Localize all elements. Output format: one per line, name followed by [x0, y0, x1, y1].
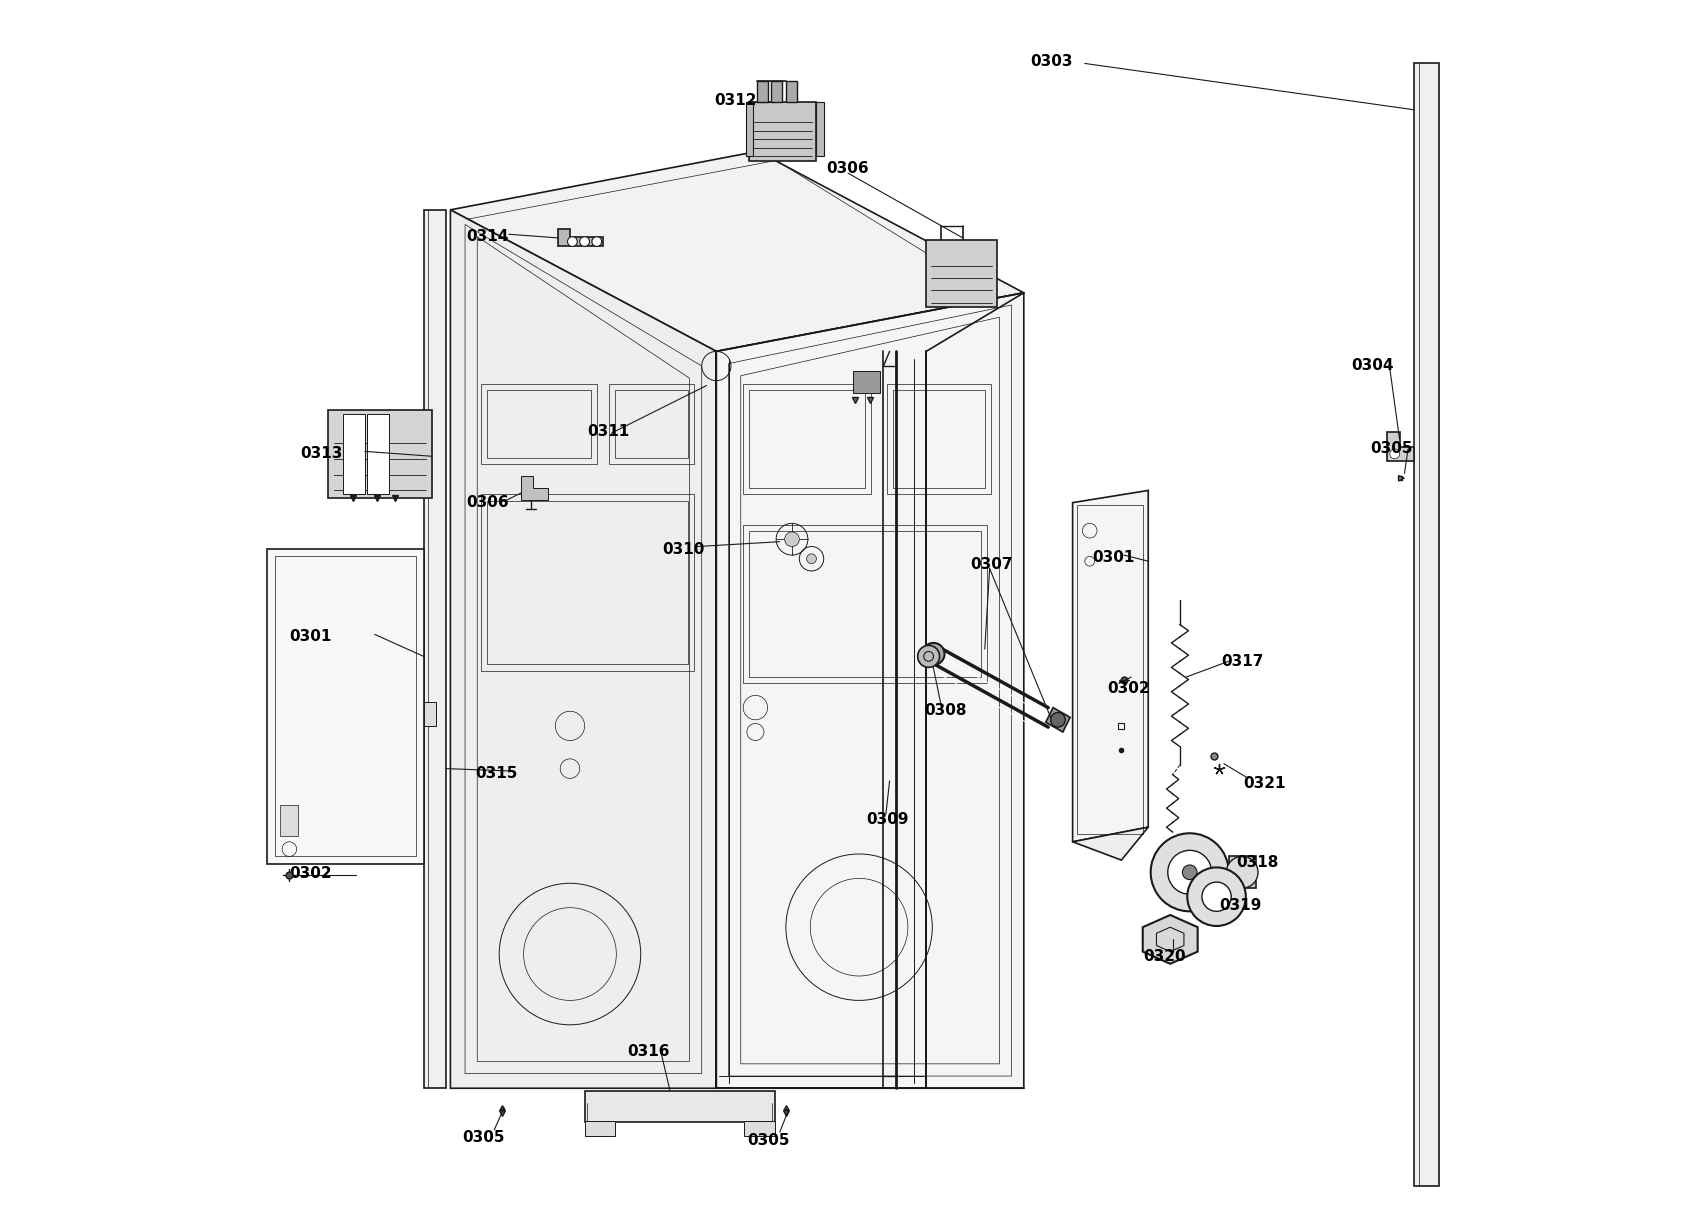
Bar [423, 702, 435, 726]
Bar [786, 81, 796, 102]
Text: 0305: 0305 [747, 1133, 789, 1148]
Circle shape [1187, 867, 1245, 926]
Bar [486, 390, 590, 458]
Bar [887, 384, 991, 494]
Bar [748, 102, 817, 161]
Circle shape [1226, 856, 1257, 888]
Circle shape [806, 554, 817, 564]
Polygon shape [1072, 490, 1147, 842]
Circle shape [922, 643, 945, 665]
Circle shape [1149, 833, 1228, 911]
Circle shape [580, 237, 590, 246]
Bar [743, 525, 987, 683]
Bar [616, 390, 687, 458]
Circle shape [784, 532, 800, 547]
Bar [585, 1121, 616, 1136]
Bar [748, 531, 980, 677]
Bar [367, 414, 389, 494]
Text: 0309: 0309 [866, 813, 909, 827]
Polygon shape [716, 293, 1023, 1088]
Bar [852, 371, 880, 393]
Circle shape [1168, 850, 1211, 894]
Text: 0302: 0302 [290, 866, 332, 881]
Polygon shape [1142, 915, 1197, 964]
Bar [343, 414, 365, 494]
Circle shape [1202, 882, 1231, 911]
Bar [748, 390, 864, 488]
Circle shape [568, 237, 576, 246]
Text: 0301: 0301 [1091, 550, 1134, 565]
Bar [481, 494, 694, 671]
Text: 0301: 0301 [290, 630, 331, 644]
Text: 0314: 0314 [465, 229, 508, 244]
Text: 0302: 0302 [1107, 681, 1149, 695]
Bar [743, 384, 871, 494]
Text: 0305: 0305 [1369, 442, 1412, 456]
Text: 0311: 0311 [587, 425, 629, 439]
Text: 0305: 0305 [462, 1130, 505, 1144]
Polygon shape [268, 549, 423, 864]
Text: 0312: 0312 [713, 93, 755, 107]
Bar [1413, 63, 1437, 1186]
Bar [771, 81, 783, 102]
Bar [486, 501, 687, 664]
Circle shape [1182, 865, 1197, 880]
Text: 0306: 0306 [465, 495, 508, 510]
Polygon shape [1072, 827, 1147, 860]
Text: 0318: 0318 [1236, 855, 1277, 870]
Bar [327, 410, 431, 498]
Bar [423, 210, 445, 1088]
Circle shape [1050, 712, 1064, 727]
Polygon shape [1045, 708, 1069, 732]
Text: 0303: 0303 [1030, 54, 1072, 68]
Text: 0317: 0317 [1221, 654, 1263, 669]
Text: 0313: 0313 [300, 447, 343, 461]
Bar [481, 384, 597, 464]
Bar [609, 384, 694, 464]
Bar [1078, 505, 1142, 834]
Polygon shape [450, 151, 1023, 351]
Text: 0321: 0321 [1243, 776, 1286, 791]
Bar [275, 556, 416, 856]
Polygon shape [1386, 432, 1413, 461]
Bar [757, 81, 767, 102]
Text: 0315: 0315 [474, 766, 517, 781]
Text: 0307: 0307 [970, 558, 1013, 572]
Text: 0304: 0304 [1350, 359, 1393, 373]
Text: 0306: 0306 [825, 161, 868, 176]
Bar [743, 1121, 774, 1136]
Polygon shape [450, 210, 716, 1088]
Text: 0308: 0308 [922, 703, 965, 717]
Text: 0320: 0320 [1142, 949, 1185, 964]
Bar [817, 102, 824, 156]
Bar [745, 102, 752, 156]
Bar [280, 805, 298, 836]
Circle shape [1390, 449, 1398, 459]
Text: 0316: 0316 [627, 1044, 670, 1059]
Bar [893, 390, 984, 488]
Bar [926, 240, 996, 307]
Bar [1228, 856, 1255, 888]
Circle shape [592, 237, 602, 246]
Text: 0310: 0310 [662, 542, 704, 556]
Polygon shape [520, 476, 547, 500]
Circle shape [917, 645, 939, 667]
Text: 0319: 0319 [1219, 898, 1260, 913]
Polygon shape [558, 229, 602, 246]
Bar [585, 1091, 774, 1122]
